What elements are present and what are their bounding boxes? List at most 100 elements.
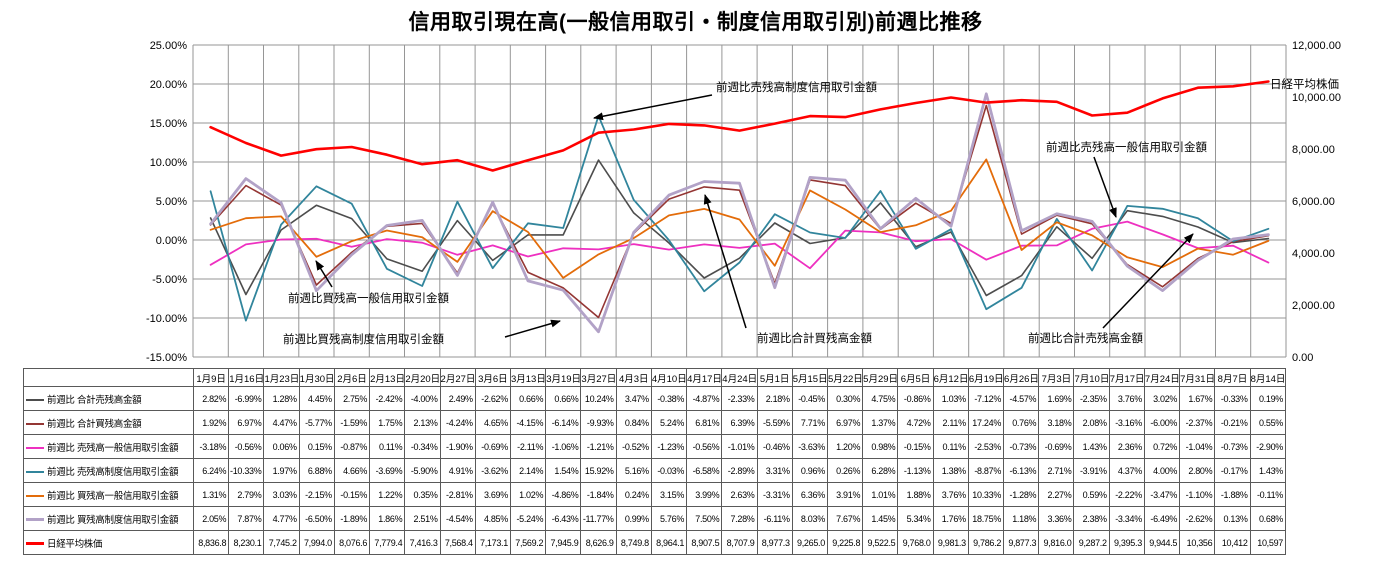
series-line-2[interactable]	[209, 220, 1270, 270]
series-legend-cell[interactable]: 前週比 売残高一般信用取引金額	[23, 434, 194, 459]
value-cell[interactable]: 2.79%	[228, 482, 265, 507]
series-line-0[interactable]	[209, 159, 1270, 297]
date-header-cell[interactable]: 4月17日	[686, 368, 723, 387]
value-cell[interactable]: -0.46%	[756, 434, 793, 459]
value-cell[interactable]: 3.99%	[686, 482, 723, 507]
value-cell[interactable]: 3.36%	[1038, 506, 1075, 531]
value-cell[interactable]: -6.58%	[686, 458, 723, 483]
value-cell[interactable]: 3.18%	[1038, 410, 1075, 435]
annotation-label[interactable]: 前週比合計買残高金額	[757, 331, 872, 345]
value-cell[interactable]: 1.01%	[862, 482, 899, 507]
value-cell[interactable]: -4.15%	[509, 410, 547, 435]
value-cell[interactable]: -3.47%	[1143, 482, 1181, 507]
value-cell[interactable]: 2.36%	[1108, 434, 1145, 459]
value-cell[interactable]: -10.33%	[228, 458, 265, 483]
value-cell[interactable]: 0.55%	[1249, 410, 1287, 435]
value-cell[interactable]: 7,945.9	[545, 530, 582, 555]
date-header-cell[interactable]: 1月16日	[228, 368, 265, 387]
value-cell[interactable]: -11.77%	[580, 506, 617, 531]
value-cell[interactable]: 3.69%	[474, 482, 511, 507]
date-header-cell[interactable]: 3月27日	[580, 368, 617, 387]
value-cell[interactable]: -2.15%	[298, 482, 335, 507]
value-cell[interactable]: 9,877.3	[1003, 530, 1040, 555]
date-header-cell[interactable]: 5月29日	[862, 368, 899, 387]
value-cell[interactable]: 0.26%	[826, 458, 864, 483]
value-cell[interactable]: -0.56%	[228, 434, 265, 459]
value-cell[interactable]: 0.30%	[826, 386, 864, 411]
value-cell[interactable]: 4.77%	[263, 506, 300, 531]
value-cell[interactable]: 3.76%	[932, 482, 969, 507]
value-cell[interactable]: -0.15%	[897, 434, 934, 459]
date-header-cell[interactable]: 2月13日	[369, 368, 406, 387]
value-cell[interactable]: 7,173.1	[474, 530, 511, 555]
date-header-cell[interactable]: 5月22日	[826, 368, 864, 387]
value-cell[interactable]: -3.34%	[1108, 506, 1145, 531]
value-cell[interactable]: -4.57%	[1003, 386, 1040, 411]
value-cell[interactable]: 2.11%	[932, 410, 969, 435]
date-header-cell[interactable]: 4月3日	[615, 368, 652, 387]
value-cell[interactable]: 8,076.6	[333, 530, 371, 555]
value-cell[interactable]: -1.59%	[333, 410, 371, 435]
series-legend-cell[interactable]: 前週比 合計売残高金額	[23, 386, 194, 411]
value-cell[interactable]: -0.87%	[333, 434, 371, 459]
date-header-cell[interactable]: 7月10日	[1073, 368, 1110, 387]
value-cell[interactable]: -3.63%	[791, 434, 828, 459]
date-header-cell[interactable]: 2月6日	[333, 368, 371, 387]
value-cell[interactable]: 1.54%	[545, 458, 582, 483]
value-cell[interactable]: 2.82%	[192, 386, 230, 411]
value-cell[interactable]: -1.88%	[1214, 482, 1251, 507]
value-cell[interactable]: 6.97%	[228, 410, 265, 435]
annotation-label[interactable]: 前週比売残高制度信用取引金額	[716, 80, 877, 94]
value-cell[interactable]: -1.13%	[897, 458, 934, 483]
value-cell[interactable]: 9,768.0	[897, 530, 934, 555]
value-cell[interactable]: 9,522.5	[862, 530, 899, 555]
value-cell[interactable]: -2.62%	[474, 386, 511, 411]
value-cell[interactable]: 0.68%	[1249, 506, 1287, 531]
value-cell[interactable]: 4.66%	[333, 458, 371, 483]
value-cell[interactable]: 1.69%	[1038, 386, 1075, 411]
date-header-cell[interactable]: 6月19日	[967, 368, 1005, 387]
value-cell[interactable]: -2.90%	[1249, 434, 1287, 459]
value-cell[interactable]: 1.37%	[862, 410, 899, 435]
value-cell[interactable]: 10,412	[1214, 530, 1251, 555]
value-cell[interactable]: 9,944.5	[1143, 530, 1181, 555]
value-cell[interactable]: 4.37%	[1108, 458, 1145, 483]
value-cell[interactable]: -2.81%	[439, 482, 476, 507]
value-cell[interactable]: -2.89%	[721, 458, 758, 483]
value-cell[interactable]: 8,230.1	[228, 530, 265, 555]
value-cell[interactable]: 2.51%	[404, 506, 441, 531]
value-cell[interactable]: -0.03%	[650, 458, 688, 483]
value-cell[interactable]: 2.63%	[721, 482, 758, 507]
value-cell[interactable]: 0.35%	[404, 482, 441, 507]
value-cell[interactable]: -3.69%	[369, 458, 406, 483]
date-header-cell[interactable]: 7月24日	[1143, 368, 1181, 387]
value-cell[interactable]: -2.22%	[1108, 482, 1145, 507]
value-cell[interactable]: 1.88%	[897, 482, 934, 507]
value-cell[interactable]: 4.72%	[897, 410, 934, 435]
value-cell[interactable]: -2.37%	[1179, 410, 1216, 435]
date-header-cell[interactable]: 6月26日	[1003, 368, 1040, 387]
value-cell[interactable]: 1.22%	[369, 482, 406, 507]
value-cell[interactable]: -2.11%	[509, 434, 547, 459]
value-cell[interactable]: 8,836.8	[192, 530, 230, 555]
date-header-cell[interactable]: 3月13日	[509, 368, 547, 387]
date-header-cell[interactable]: 7月3日	[1038, 368, 1075, 387]
value-cell[interactable]: 7.67%	[826, 506, 864, 531]
date-header-cell[interactable]: 6月12日	[932, 368, 969, 387]
date-header-cell[interactable]: 5月15日	[791, 368, 828, 387]
date-header-cell[interactable]: 6月5日	[897, 368, 934, 387]
value-cell[interactable]: -6.43%	[545, 506, 582, 531]
value-cell[interactable]: -6.00%	[1143, 410, 1181, 435]
series-line-3[interactable]	[209, 114, 1270, 322]
value-cell[interactable]: 1.45%	[862, 506, 899, 531]
value-cell[interactable]: 6.39%	[721, 410, 758, 435]
value-cell[interactable]: 5.34%	[897, 506, 934, 531]
value-cell[interactable]: -6.50%	[298, 506, 335, 531]
value-cell[interactable]: 2.49%	[439, 386, 476, 411]
date-header-cell[interactable]: 1月30日	[298, 368, 335, 387]
value-cell[interactable]: 9,816.0	[1038, 530, 1075, 555]
value-cell[interactable]: 18.75%	[967, 506, 1005, 531]
value-cell[interactable]: 4.65%	[474, 410, 511, 435]
value-cell[interactable]: -2.53%	[967, 434, 1005, 459]
value-cell[interactable]: 6.97%	[826, 410, 864, 435]
